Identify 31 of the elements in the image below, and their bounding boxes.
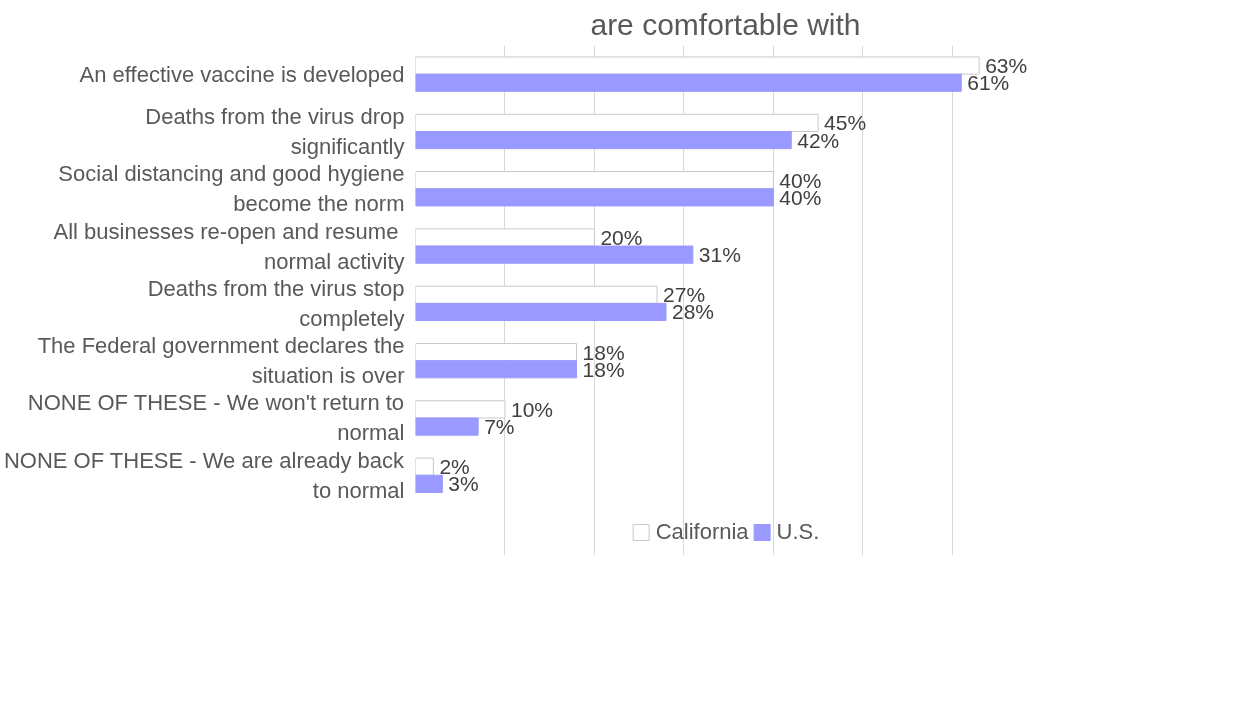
data-label: 45% xyxy=(824,111,867,135)
bar xyxy=(415,342,578,362)
bar xyxy=(415,171,774,190)
legend-label: U.S. xyxy=(776,519,820,545)
bar xyxy=(415,245,694,264)
y-tick-label: Deaths from the virus stop completely xyxy=(147,275,405,331)
y-tick-label: All businesses re-open and resume normal activity xyxy=(53,218,405,274)
y-tick-label: Deaths from the virus drop significantly xyxy=(145,103,405,159)
bar xyxy=(415,113,819,132)
y-tick-label: The Federal government declares the situation is over xyxy=(37,333,405,389)
bar xyxy=(415,285,658,304)
bar xyxy=(415,73,962,92)
y-tick-label: Social distancing and good hygiene become the norm xyxy=(58,161,405,217)
y-tick-label: An effective vaccine is developed xyxy=(79,61,405,87)
bar xyxy=(415,400,506,419)
bar xyxy=(415,474,443,493)
bar xyxy=(415,188,774,207)
data-label: 10% xyxy=(510,397,553,421)
bar xyxy=(415,56,980,75)
chart-title: are comfortable with xyxy=(590,7,861,41)
bar xyxy=(415,302,667,322)
bar xyxy=(415,130,792,150)
data-label: 20% xyxy=(600,225,643,249)
bar xyxy=(415,228,595,247)
data-label: 31% xyxy=(698,243,741,267)
bar xyxy=(415,417,479,436)
legend-label: California xyxy=(655,519,749,545)
y-tick-label: NONE OF THESE - We won't return to normal xyxy=(27,390,405,446)
bar xyxy=(415,457,434,476)
bar xyxy=(415,360,578,379)
y-tick-label: NONE OF THESE - We are already back to normal xyxy=(3,447,406,503)
